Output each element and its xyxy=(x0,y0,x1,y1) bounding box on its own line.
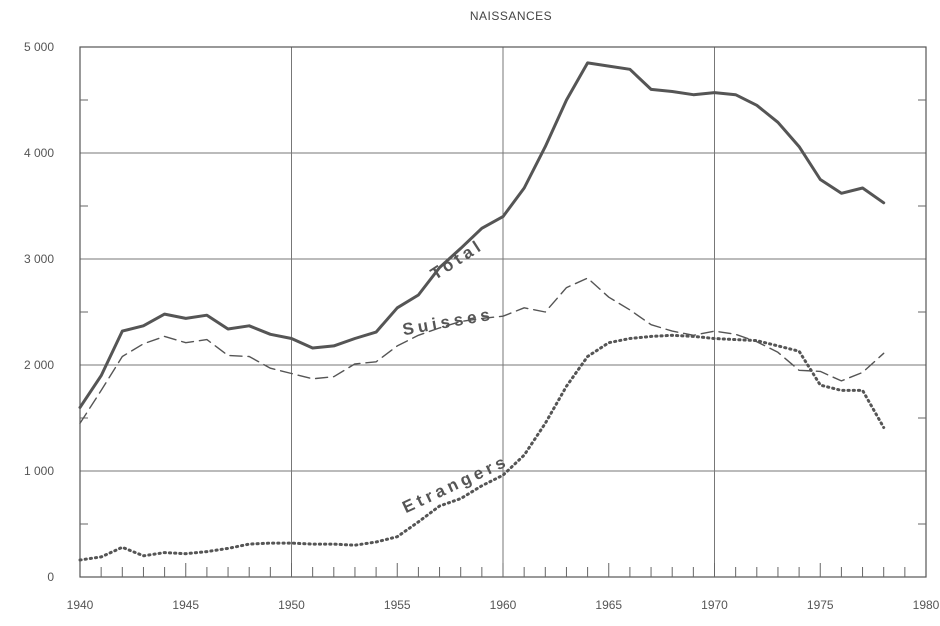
y-tick-label: 0 xyxy=(47,570,54,584)
x-tick-label: 1955 xyxy=(384,598,411,612)
series-label-etrangers: Etrangers xyxy=(399,451,512,517)
y-tick-label: 5 000 xyxy=(24,40,54,54)
series-lines xyxy=(78,61,886,562)
series-line-etrangers xyxy=(78,333,886,562)
x-tick-label: 1980 xyxy=(913,598,940,612)
x-tick-label: 1960 xyxy=(490,598,517,612)
series-label-suisses: Suisses xyxy=(401,305,495,340)
x-tick-label: 1950 xyxy=(278,598,305,612)
x-tick-label: 1970 xyxy=(701,598,728,612)
x-tick-label: 1940 xyxy=(67,598,94,612)
minor-ticks xyxy=(80,99,926,577)
series-line-suisses xyxy=(79,277,885,424)
x-tick-label: 1965 xyxy=(595,598,622,612)
y-tick-label: 1 000 xyxy=(24,464,54,478)
y-tick-label: 2 000 xyxy=(24,358,54,372)
y-tick-label: 3 000 xyxy=(24,252,54,266)
x-axis-ticks: 1940 1945 1950 1955 1960 1965 1970 1975 1980 xyxy=(67,598,940,612)
series-line-total xyxy=(78,61,886,409)
chart-title: NAISSANCES xyxy=(470,9,552,23)
x-tick-label: 1945 xyxy=(172,598,199,612)
y-axis-ticks: 0 1 000 2 000 3 000 4 000 5 000 xyxy=(24,40,54,584)
grid xyxy=(80,46,926,577)
x-tick-label: 1975 xyxy=(807,598,834,612)
y-tick-label: 4 000 xyxy=(24,146,54,160)
